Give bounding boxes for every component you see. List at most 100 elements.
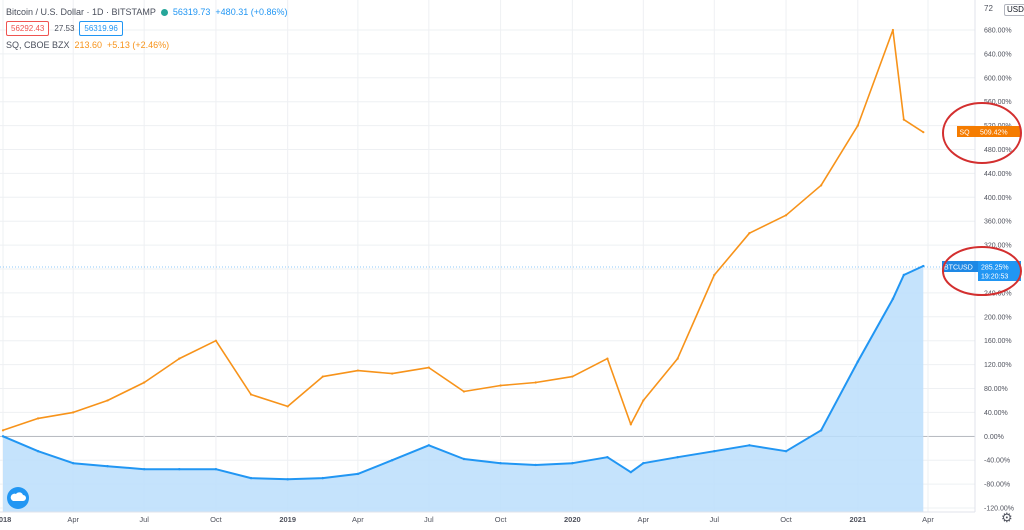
sq-price-label: SQ 509.42%	[957, 126, 1021, 137]
btc-data-point	[178, 467, 181, 471]
gear-icon[interactable]: ⚙	[1001, 510, 1013, 525]
btc-data-point	[856, 360, 860, 363]
compare-symbol[interactable]: SQ, CBOE BZX	[6, 40, 70, 50]
sq-highlight-ring	[942, 102, 1022, 164]
sq-data-point	[856, 124, 859, 127]
market-open-dot-icon	[160, 8, 168, 16]
price-tick-label: 200.00%	[984, 314, 1012, 321]
sq-data-point	[606, 357, 609, 360]
compare-price: 213.60	[74, 40, 103, 50]
btc-data-point	[629, 470, 633, 474]
sq-value: 509.42%	[980, 130, 1008, 137]
tradingview-cloud-icon[interactable]	[7, 487, 29, 509]
price-tick-label: 560.00%	[984, 99, 1012, 106]
sq-data-point	[820, 184, 823, 187]
btc-data-point	[427, 444, 431, 447]
btc-data-point	[321, 476, 324, 480]
price-tick-label: 320.00%	[984, 243, 1012, 250]
sq-data-point	[922, 131, 925, 134]
time-axis[interactable]: 2018 Apr Jul Oct 2019 Apr Jul Oct 2020 Apr Jul Oct 2…	[0, 515, 934, 524]
btc-data-point	[784, 450, 788, 453]
time-tick-label: Apr	[637, 515, 649, 524]
sq-data-point	[629, 423, 632, 426]
last-price: 56319.73	[172, 7, 211, 17]
sq-data-point	[106, 399, 109, 402]
legend: Bitcoin / U.S. Dollar · 1D · BITSTAMP 56…	[6, 5, 287, 52]
sq-data-point	[784, 214, 788, 217]
price-tick-label: 680.00%	[984, 28, 1012, 35]
btc-countdown: 19:20:53	[981, 274, 1008, 281]
sq-data-point	[748, 232, 751, 235]
axis-top-label: 72	[984, 4, 993, 13]
btc-data-point	[462, 457, 466, 461]
sq-data-point	[391, 372, 394, 375]
price-tick-label: -80.00%	[984, 482, 1010, 489]
sq-data-point	[1, 429, 5, 432]
compare-row: SQ, CBOE BZX 213.60 +5.13 (+2.46%)	[6, 38, 287, 52]
sq-data-point	[499, 384, 502, 387]
sq-tag-bg	[957, 126, 969, 137]
price-tick-label: 440.00%	[984, 171, 1012, 178]
btc-data-point	[390, 459, 394, 462]
time-tick-label: Jul	[424, 515, 434, 524]
sq-data-point	[286, 405, 289, 408]
btc-data-point	[676, 456, 679, 459]
price-tick-label: 0.00%	[984, 434, 1004, 441]
price-tick-label: 400.00%	[984, 195, 1012, 202]
btc-tag-bg	[942, 261, 978, 272]
price-change: +480.31 (+0.86%)	[215, 7, 288, 17]
sq-data-point	[713, 273, 716, 277]
sq-data-point	[178, 357, 181, 360]
price-tick-label: 80.00%	[984, 386, 1008, 393]
time-tick-label: Oct	[495, 515, 508, 524]
sq-data-point	[676, 357, 679, 360]
time-tick-label: 2018	[0, 515, 11, 524]
btc-data-point	[713, 450, 716, 453]
currency-button[interactable]: USD	[1004, 4, 1024, 16]
time-tick-label: Apr	[922, 515, 934, 524]
sq-data-point	[462, 390, 466, 393]
btc-data-point	[902, 273, 906, 277]
bid-ask-row: 56292.43 27.53 56319.96	[6, 21, 287, 36]
sq-data-point	[36, 417, 40, 420]
price-tick-label: 600.00%	[984, 75, 1012, 82]
sq-data-point	[902, 118, 905, 121]
price-tick-label: 120.00%	[984, 362, 1012, 369]
time-tick-label: Oct	[780, 515, 793, 524]
btc-data-point	[891, 297, 895, 301]
btc-data-point	[1, 435, 5, 438]
time-tick-label: Jul	[139, 515, 149, 524]
btc-data-point	[71, 461, 75, 465]
btc-data-point	[819, 429, 823, 432]
time-tick-label: 2021	[849, 515, 866, 524]
plot-background	[0, 0, 975, 512]
sq-data-point	[214, 339, 218, 342]
btc-data-point	[642, 461, 645, 465]
btc-data-point	[36, 450, 40, 453]
compare-change: +5.13 (+2.46%)	[107, 40, 170, 50]
sq-tag: SQ	[960, 130, 971, 137]
sq-data-point	[321, 375, 324, 378]
symbol-title[interactable]: Bitcoin / U.S. Dollar · 1D · BITSTAMP	[6, 7, 156, 17]
btc-data-point	[142, 467, 146, 471]
sell-price-button[interactable]: 56292.43	[6, 21, 50, 36]
price-tick-label: 640.00%	[984, 51, 1012, 58]
btc-value: 285.25%	[981, 265, 1009, 272]
legend-main-row: Bitcoin / U.S. Dollar · 1D · BITSTAMP 56…	[6, 5, 287, 19]
price-tick-label: -40.00%	[984, 458, 1010, 465]
btc-data-point	[286, 478, 289, 481]
price-tick-label: 480.00%	[984, 147, 1012, 154]
sq-value-bg	[969, 126, 1021, 137]
sq-data-point	[356, 369, 359, 372]
btc-data-point	[499, 461, 502, 465]
btc-data-point	[748, 444, 751, 447]
time-tick-label: Jul	[710, 515, 720, 524]
btc-data-point	[106, 464, 109, 468]
time-tick-label: Apr	[67, 515, 79, 524]
price-tick-label: -120.00%	[984, 506, 1014, 513]
btc-tag: BTCUSD	[944, 265, 973, 272]
buy-price-button[interactable]: 56319.96	[79, 21, 123, 36]
btc-data-point	[922, 264, 925, 268]
sq-data-point	[427, 366, 430, 369]
